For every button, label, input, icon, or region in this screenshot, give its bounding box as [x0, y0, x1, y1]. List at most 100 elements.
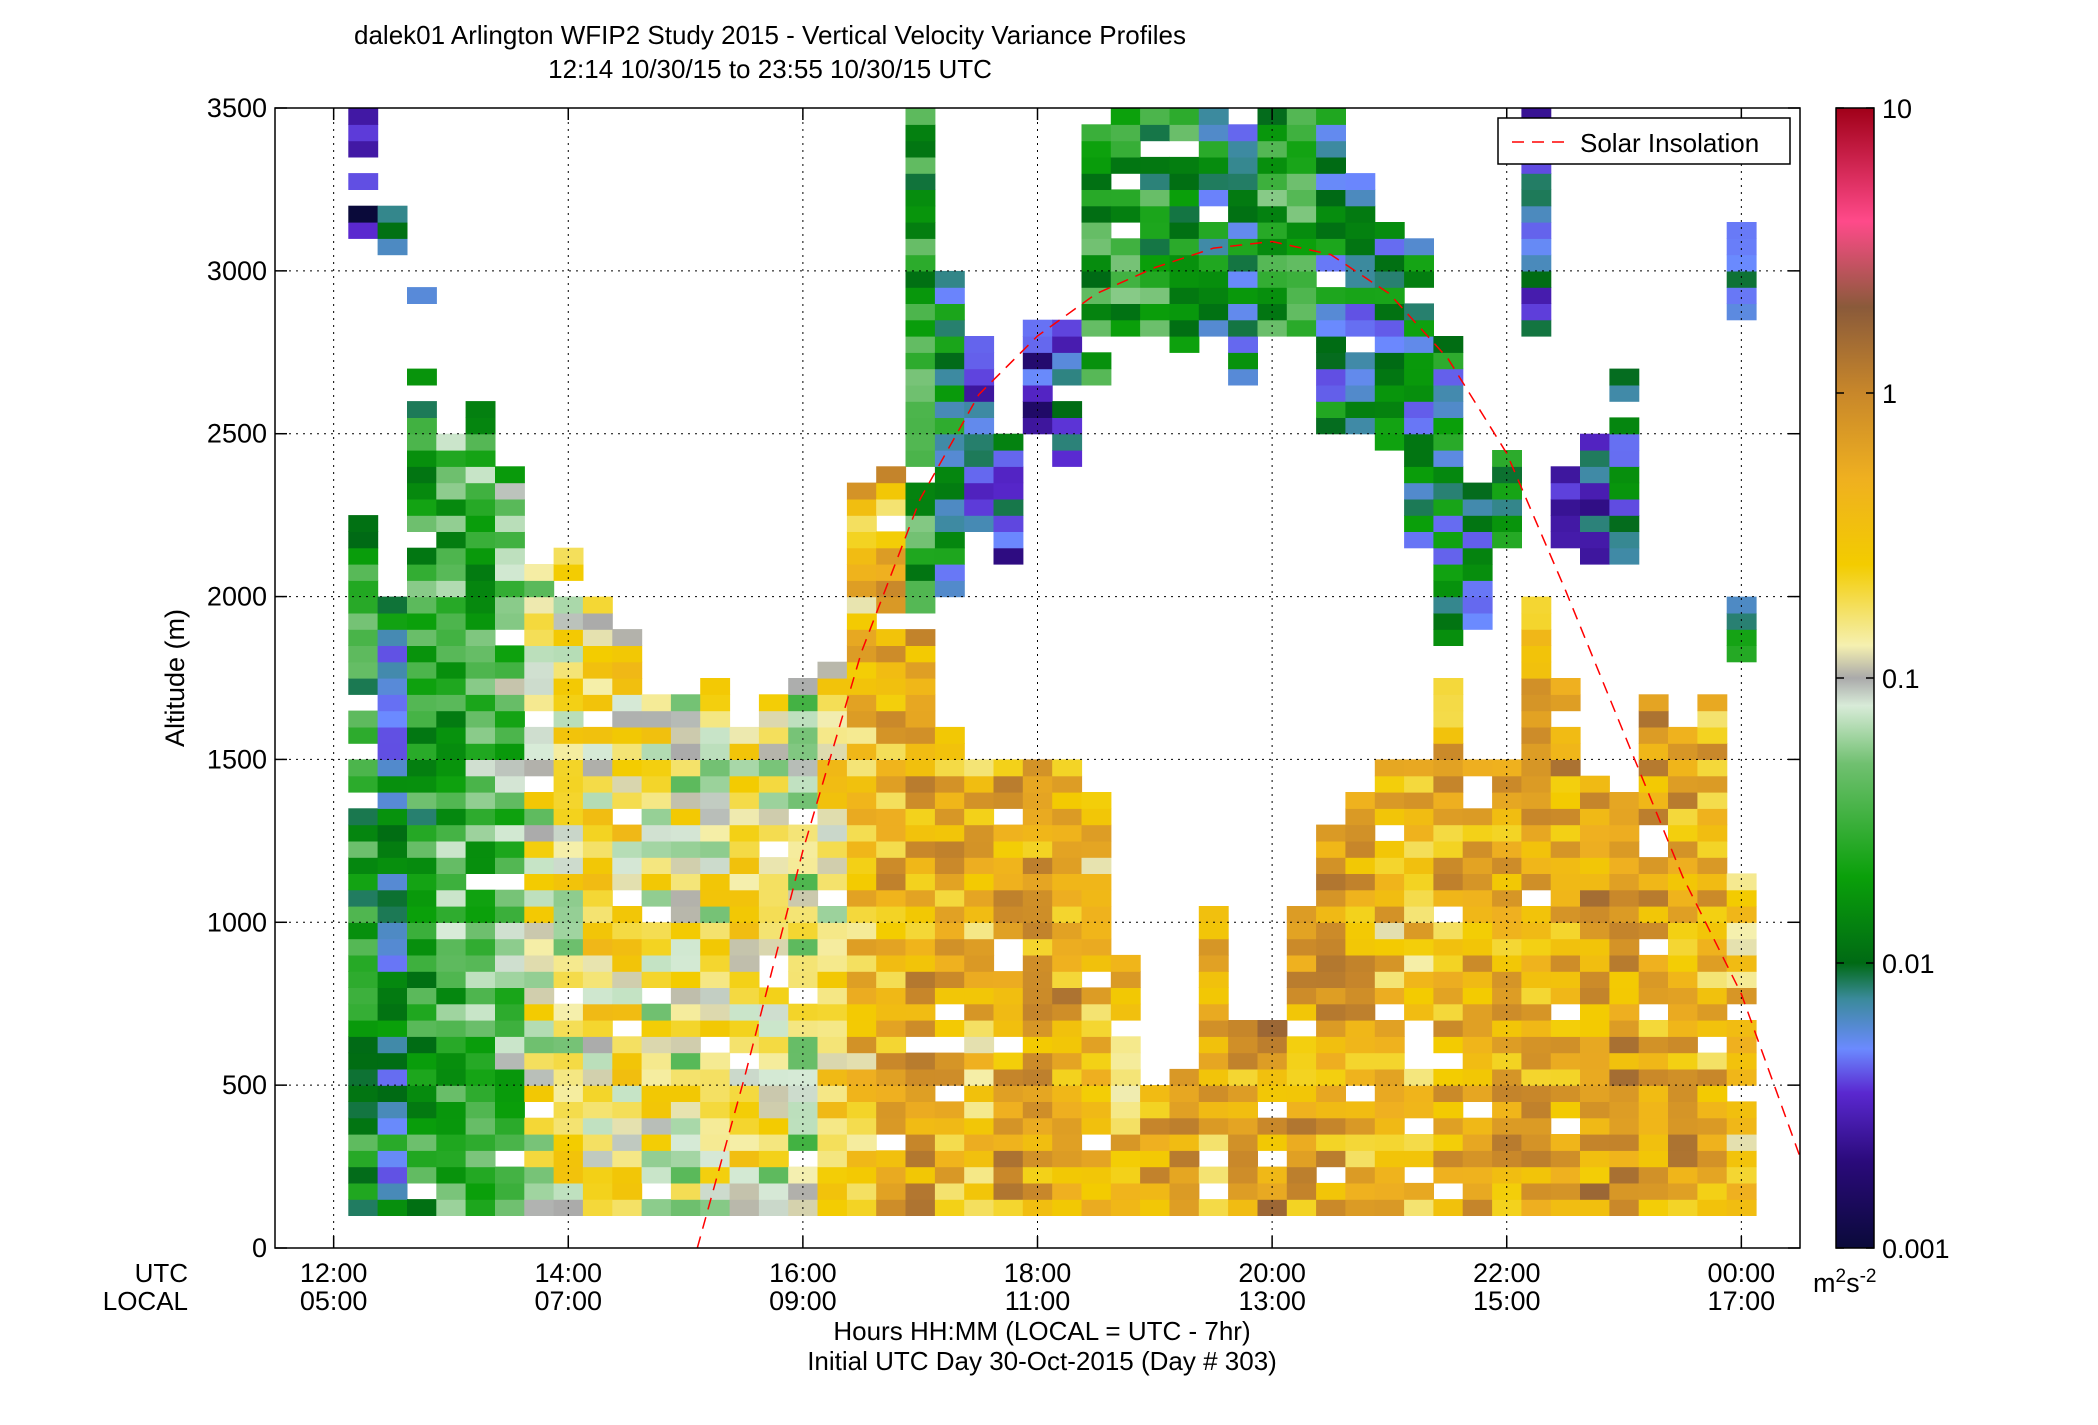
heatmap-cell — [348, 873, 379, 891]
heatmap-cell — [1521, 824, 1552, 842]
heatmap-cell — [641, 1068, 672, 1086]
heatmap-cell — [1404, 1101, 1434, 1119]
heatmap-cell — [1022, 938, 1053, 956]
heatmap-cell — [495, 661, 525, 679]
heatmap-cell — [1257, 1134, 1288, 1151]
heatmap-cell — [1110, 303, 1141, 321]
heatmap-cell — [1316, 1068, 1346, 1086]
heatmap-cell — [612, 1199, 643, 1216]
heatmap-cell — [1462, 873, 1493, 891]
heatmap-cell — [1697, 824, 1728, 842]
heatmap-cell — [1404, 319, 1434, 337]
heatmap-cell — [1110, 1101, 1141, 1119]
heatmap-cell — [993, 515, 1024, 532]
heatmap-cell — [1198, 1085, 1229, 1102]
heatmap-cell — [993, 1117, 1024, 1135]
heatmap-cell — [1198, 1166, 1229, 1184]
heatmap-cell — [1404, 857, 1434, 874]
heatmap-cell — [641, 1166, 672, 1184]
heatmap-cell — [964, 368, 995, 386]
heatmap-cell — [436, 1052, 467, 1070]
heatmap-cell — [465, 661, 496, 679]
heatmap-cell — [1550, 938, 1581, 956]
heatmap-cell — [846, 564, 877, 581]
heatmap-cell — [993, 1134, 1024, 1151]
heatmap-cell — [348, 971, 379, 988]
heatmap-cell — [377, 857, 408, 874]
heatmap-cell — [964, 1182, 995, 1200]
heatmap-cell — [1316, 352, 1346, 370]
heatmap-cell — [700, 840, 731, 858]
heatmap-cell — [700, 1182, 731, 1200]
heatmap-cell — [1550, 906, 1581, 923]
heatmap-cell — [377, 1036, 408, 1054]
heatmap-cell — [1609, 971, 1640, 988]
heatmap-cell — [1022, 417, 1053, 435]
heatmap-cell — [407, 368, 437, 386]
heatmap-cell — [407, 808, 437, 826]
heatmap-cell — [876, 1020, 907, 1037]
heatmap-cell — [1228, 189, 1258, 207]
heatmap-cell — [641, 710, 672, 728]
heatmap-cell — [817, 938, 848, 956]
heatmap-cell — [846, 922, 877, 940]
heatmap-cell — [1140, 270, 1170, 288]
heatmap-cell — [993, 840, 1024, 858]
heatmap-cell — [758, 792, 789, 809]
heatmap-cell — [729, 857, 760, 874]
heatmap-cell — [1609, 384, 1640, 402]
heatmap-cell — [993, 466, 1024, 484]
heatmap-cell — [1198, 319, 1229, 337]
heatmap-cell — [1286, 1085, 1317, 1102]
heatmap-cell — [1081, 954, 1112, 972]
heatmap-cell — [993, 1166, 1024, 1184]
heatmap-cell — [1580, 808, 1610, 826]
heatmap-cell — [465, 1052, 496, 1070]
heatmap-cell — [1286, 173, 1317, 190]
heatmap-cell — [700, 726, 731, 744]
heatmap-cell — [1345, 857, 1376, 874]
heatmap-cell — [582, 1036, 613, 1054]
heatmap-cell — [553, 710, 584, 728]
heatmap-cell — [641, 857, 672, 874]
heatmap-cell — [1081, 857, 1112, 874]
heatmap-cell — [465, 547, 496, 565]
heatmap-cell — [905, 482, 936, 500]
heatmap-cell — [905, 759, 936, 777]
heatmap-cell — [582, 824, 613, 842]
heatmap-cell — [1140, 303, 1170, 321]
heatmap-cell — [465, 1003, 496, 1021]
heatmap-cell — [1404, 906, 1434, 923]
heatmap-cell — [846, 775, 877, 793]
heatmap-cell — [1081, 254, 1112, 272]
heatmap-cell — [407, 1036, 437, 1054]
heatmap-cell — [846, 726, 877, 744]
heatmap-cell — [1580, 987, 1610, 1005]
heatmap-cell — [1492, 1182, 1522, 1200]
heatmap-cell — [934, 857, 965, 874]
heatmap-cell — [1081, 1020, 1112, 1037]
heatmap-cell — [934, 922, 965, 940]
heatmap-cell — [1433, 564, 1464, 581]
heatmap-cell — [1140, 124, 1170, 142]
heatmap-cell — [1492, 922, 1522, 940]
heatmap-cell — [964, 906, 995, 923]
heatmap-cell — [407, 482, 437, 500]
heatmap-cell — [1638, 792, 1669, 809]
heatmap-cell — [876, 938, 907, 956]
heatmap-cell — [1638, 726, 1669, 744]
heatmap-cell — [817, 1052, 848, 1070]
heatmap-cell — [641, 792, 672, 809]
heatmap-cell — [1521, 1182, 1552, 1200]
heatmap-cell — [846, 1166, 877, 1184]
heatmap-cell — [905, 922, 936, 940]
heatmap-cell — [1110, 1134, 1141, 1151]
heatmap-cell — [993, 1182, 1024, 1200]
heatmap-cell — [934, 873, 965, 891]
x-tick-label-local: 09:00 — [769, 1286, 837, 1316]
heatmap-cell — [582, 1182, 613, 1200]
heatmap-cell — [1668, 1003, 1698, 1021]
heatmap-cell — [758, 889, 789, 907]
heatmap-cell — [934, 726, 965, 744]
heatmap-cell — [758, 906, 789, 923]
